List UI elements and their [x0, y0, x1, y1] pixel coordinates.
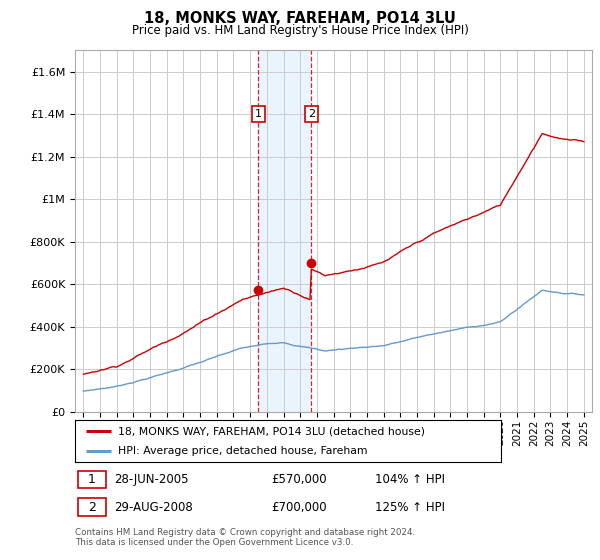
- Text: 18, MONKS WAY, FAREHAM, PO14 3LU: 18, MONKS WAY, FAREHAM, PO14 3LU: [144, 11, 456, 26]
- FancyBboxPatch shape: [77, 498, 106, 516]
- Text: 28-JUN-2005: 28-JUN-2005: [114, 473, 188, 486]
- FancyBboxPatch shape: [77, 470, 106, 488]
- Text: 1: 1: [88, 473, 96, 486]
- Text: Contains HM Land Registry data © Crown copyright and database right 2024.
This d: Contains HM Land Registry data © Crown c…: [75, 528, 415, 547]
- Text: 18, MONKS WAY, FAREHAM, PO14 3LU (detached house): 18, MONKS WAY, FAREHAM, PO14 3LU (detach…: [118, 426, 425, 436]
- Text: HPI: Average price, detached house, Fareham: HPI: Average price, detached house, Fare…: [118, 446, 367, 456]
- Text: 1: 1: [255, 109, 262, 119]
- Text: £570,000: £570,000: [272, 473, 327, 486]
- Text: 2: 2: [308, 109, 315, 119]
- Text: Price paid vs. HM Land Registry's House Price Index (HPI): Price paid vs. HM Land Registry's House …: [131, 24, 469, 36]
- Bar: [259, 50, 311, 412]
- Text: £700,000: £700,000: [272, 501, 327, 514]
- Text: 29-AUG-2008: 29-AUG-2008: [114, 501, 193, 514]
- Text: 125% ↑ HPI: 125% ↑ HPI: [375, 501, 445, 514]
- Text: 2: 2: [88, 501, 96, 514]
- Text: 104% ↑ HPI: 104% ↑ HPI: [375, 473, 445, 486]
